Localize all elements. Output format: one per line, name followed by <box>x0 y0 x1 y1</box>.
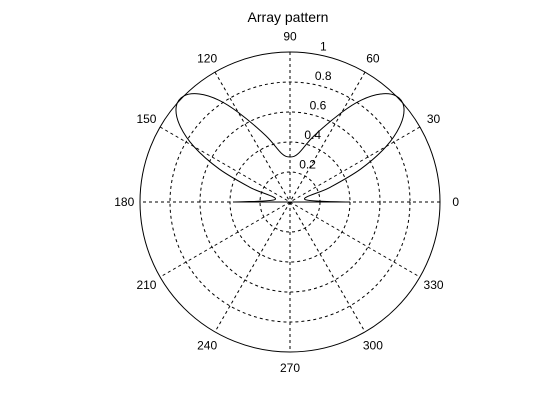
plot-area <box>175 93 405 203</box>
angle-tick-label: 210 <box>136 278 156 292</box>
radial-tick-label: 1 <box>320 39 327 53</box>
chart-title: Array pattern <box>248 9 329 25</box>
radial-tick-label: 0.2 <box>299 157 316 171</box>
pattern-series-line <box>175 93 405 203</box>
angle-tick-label: 180 <box>114 195 134 209</box>
angle-tick-label: 150 <box>136 112 156 126</box>
radial-tick-label: 0.6 <box>310 98 327 112</box>
angle-tick-label: 30 <box>427 112 441 126</box>
angle-tick-label: 60 <box>366 51 380 65</box>
radial-tick-label: 0.4 <box>304 128 321 142</box>
angle-tick-label: 0 <box>452 195 459 209</box>
angle-tick-label: 330 <box>424 278 444 292</box>
angle-tick-label: 300 <box>363 339 383 353</box>
angle-tick-label: 240 <box>197 339 217 353</box>
angle-tick-label: 90 <box>283 29 297 43</box>
radial-tick-label: 0.8 <box>315 69 332 83</box>
angle-tick-label: 270 <box>280 361 300 375</box>
tick-labels: 0 30 60 90 120 150 180 210 240 270 300 330 0.2 0.4 0.6… <box>114 29 459 375</box>
angle-tick-label: 120 <box>197 51 217 65</box>
